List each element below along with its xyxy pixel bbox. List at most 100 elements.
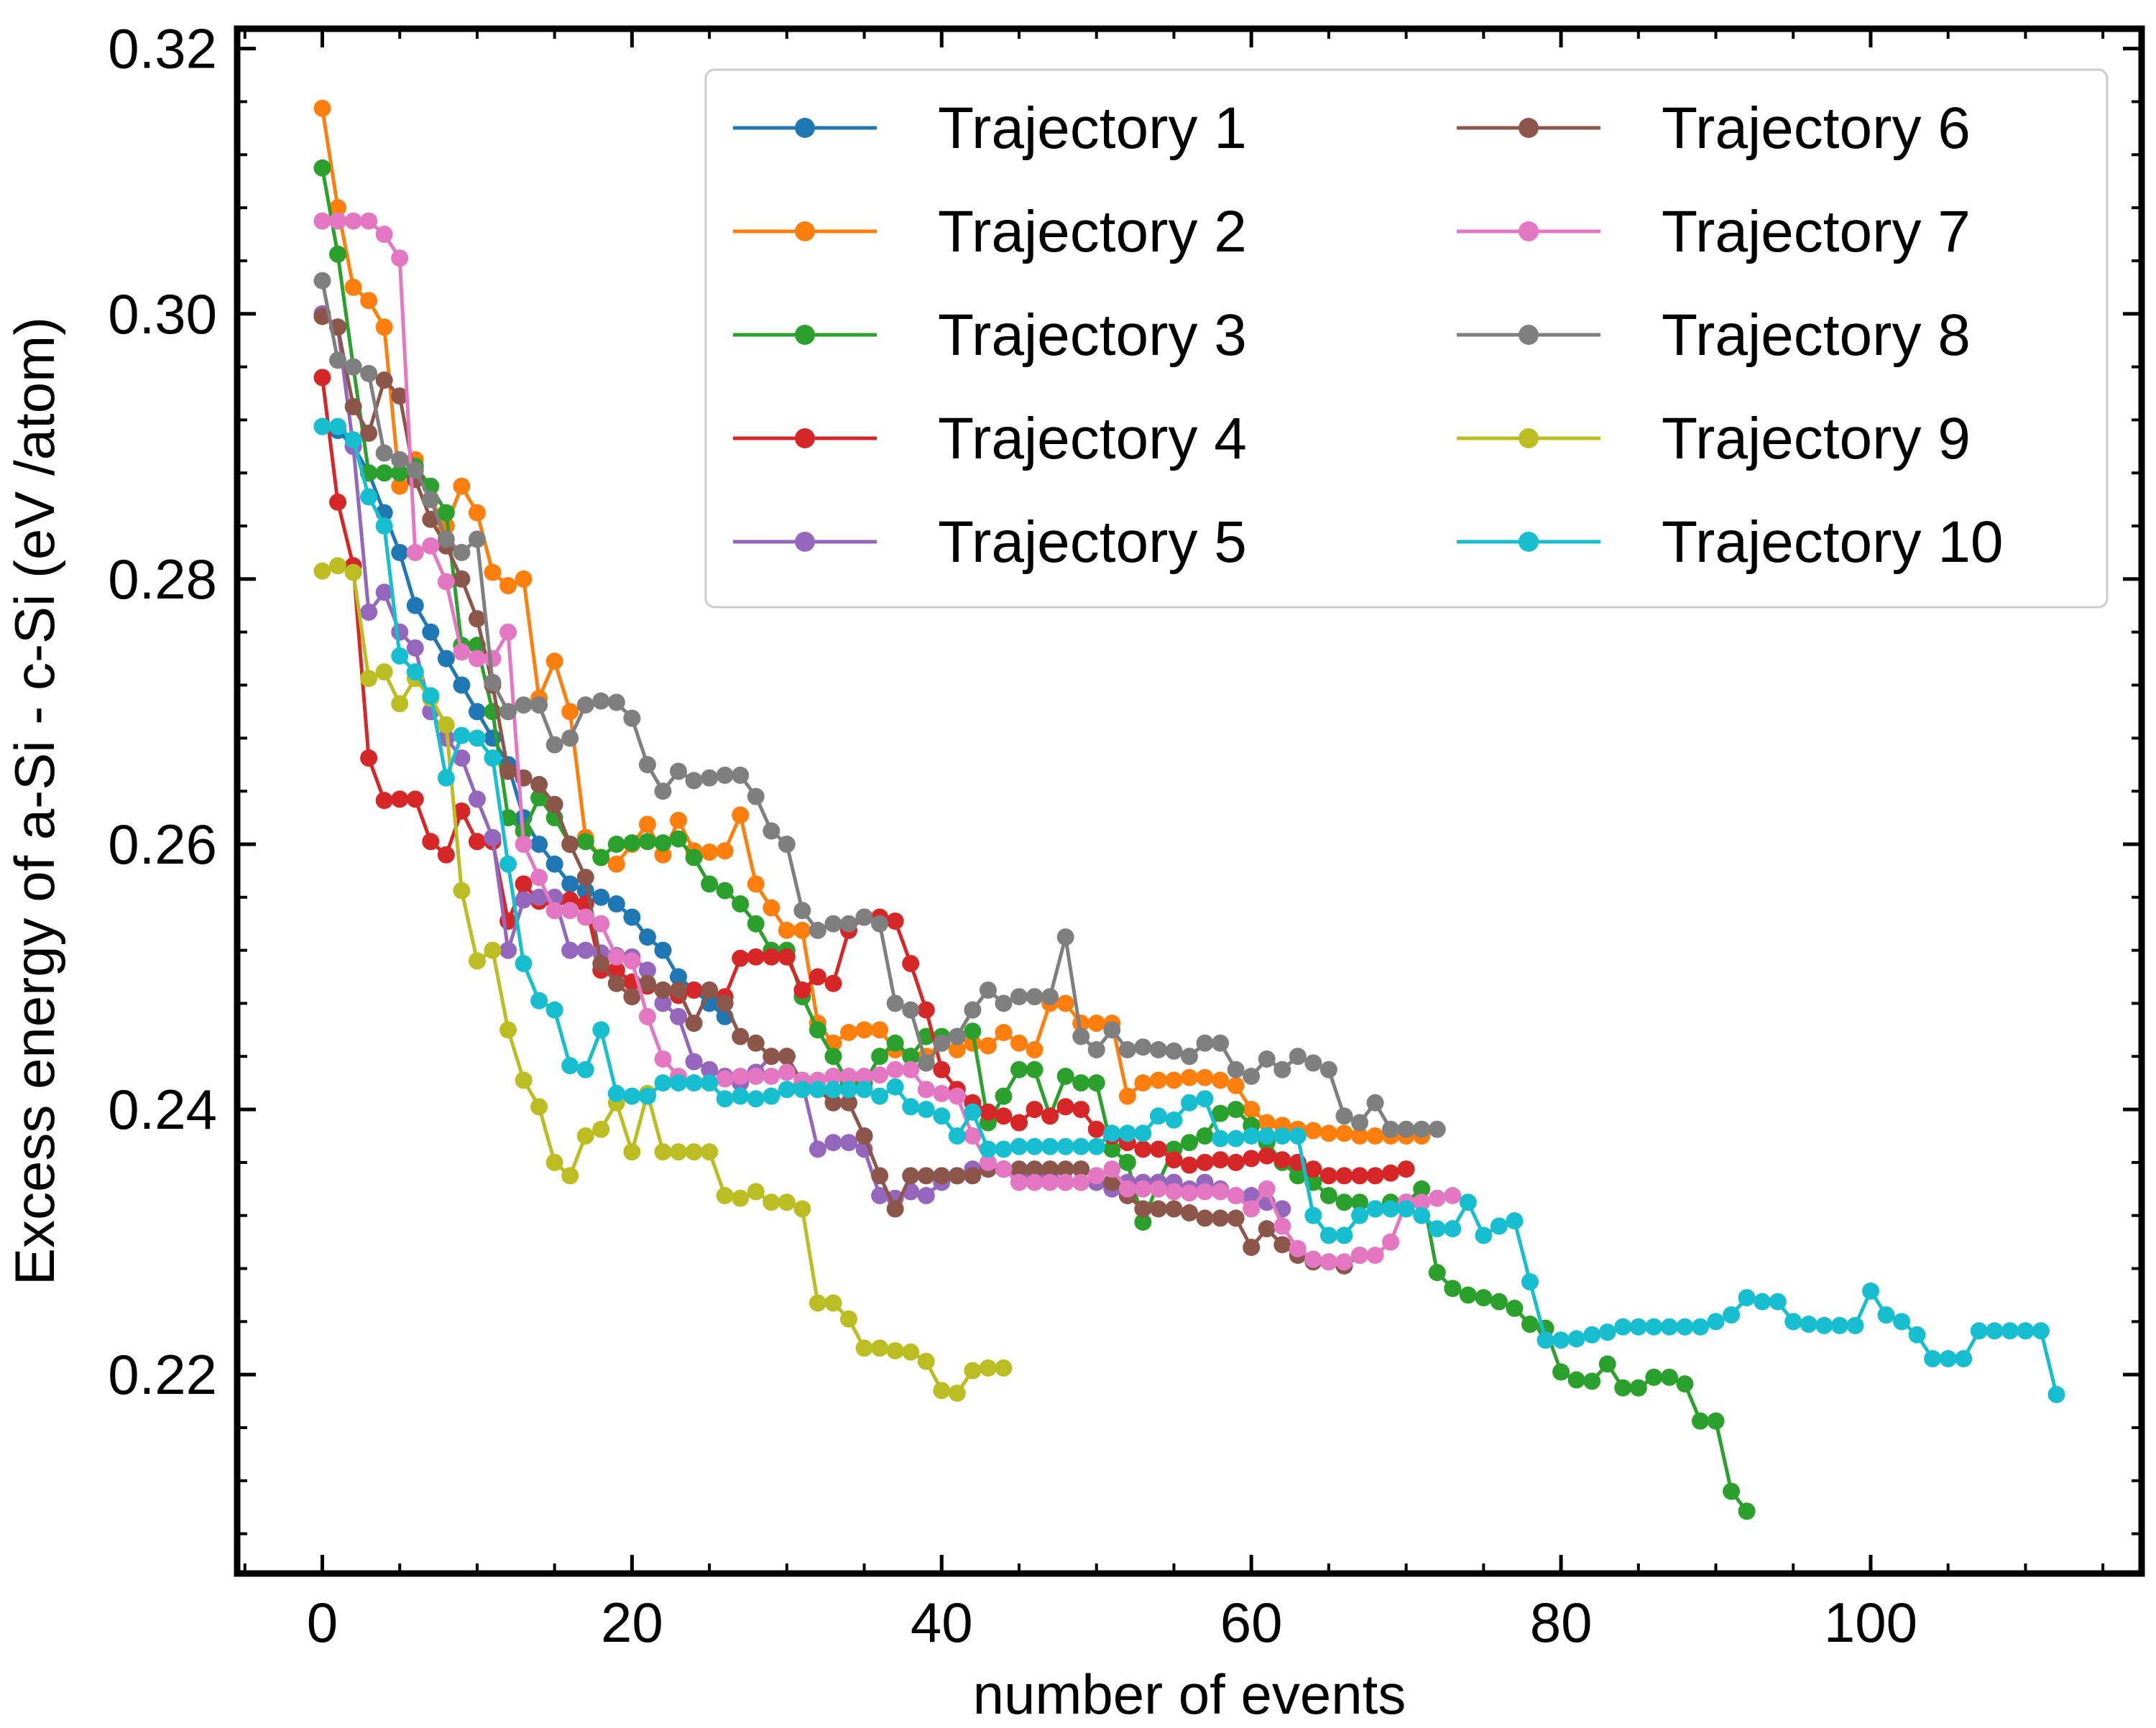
data-point	[670, 981, 688, 999]
x-tick-label: 100	[1824, 1591, 1917, 1654]
data-point	[1118, 1087, 1136, 1105]
data-point	[808, 1081, 826, 1099]
legend-item: Trajectory 2	[733, 199, 1247, 264]
data-point	[1366, 1200, 1384, 1218]
data-point	[979, 1140, 997, 1158]
legend-label: Trajectory 4	[938, 406, 1247, 471]
data-point	[1830, 1316, 1848, 1334]
x-tick-label: 20	[601, 1591, 663, 1654]
data-point	[1134, 1074, 1152, 1092]
data-point	[1010, 988, 1028, 1006]
data-point	[344, 563, 362, 581]
data-point	[607, 693, 625, 711]
data-point	[360, 212, 378, 230]
data-point	[468, 530, 486, 548]
data-point	[313, 417, 331, 435]
data-point	[360, 670, 378, 688]
data-point	[1149, 1041, 1167, 1059]
data-point	[948, 1127, 966, 1145]
data-point	[422, 833, 440, 851]
data-point	[1614, 1379, 1632, 1397]
data-point	[561, 875, 579, 893]
data-point	[979, 981, 997, 999]
data-point	[1227, 1101, 1245, 1119]
data-point	[1784, 1313, 1802, 1331]
data-point	[515, 570, 533, 588]
data-point	[561, 941, 579, 959]
data-point	[638, 1087, 656, 1105]
data-point	[886, 1034, 904, 1052]
data-point	[1846, 1316, 1864, 1334]
data-point	[453, 477, 471, 495]
data-point	[592, 888, 610, 906]
data-point	[406, 461, 424, 479]
data-point	[685, 1074, 703, 1092]
data-point	[654, 834, 672, 852]
data-point	[499, 855, 517, 873]
legend-item: Trajectory 5	[733, 509, 1247, 575]
data-point	[406, 639, 424, 657]
data-point	[1319, 1226, 1337, 1244]
data-point	[933, 1084, 951, 1102]
data-point	[1149, 1107, 1167, 1125]
data-point	[2001, 1322, 2019, 1340]
data-point	[1970, 1322, 1988, 1340]
data-point	[1350, 1247, 1368, 1265]
data-point	[1598, 1323, 1616, 1341]
data-point	[1118, 1153, 1136, 1171]
data-point	[747, 915, 765, 933]
data-point	[824, 1081, 842, 1099]
data-point	[701, 1074, 719, 1092]
data-point	[607, 974, 625, 992]
data-point	[344, 212, 362, 230]
data-point	[1382, 1120, 1400, 1138]
data-point	[902, 1048, 920, 1066]
data-point	[1908, 1326, 1926, 1344]
data-point	[329, 557, 347, 575]
y-tick-label: 0.32	[108, 17, 217, 80]
data-point	[654, 1074, 672, 1092]
data-point	[1072, 1101, 1090, 1119]
data-point	[344, 431, 362, 449]
data-point	[747, 1183, 765, 1201]
data-point	[499, 941, 517, 959]
data-point	[391, 695, 409, 713]
data-point	[1258, 1147, 1276, 1165]
data-point	[995, 1359, 1013, 1377]
data-point	[1815, 1316, 1833, 1334]
data-point	[638, 756, 656, 774]
data-point	[422, 537, 440, 555]
data-point	[1289, 1048, 1307, 1066]
data-point	[840, 1134, 858, 1152]
data-point	[871, 915, 889, 933]
data-point	[732, 949, 750, 967]
data-point	[1087, 1041, 1105, 1059]
data-point	[1676, 1375, 1694, 1393]
data-point	[1319, 1253, 1337, 1271]
data-point	[871, 1021, 889, 1039]
data-point	[824, 915, 842, 933]
legend-box	[704, 68, 2109, 609]
data-point	[1350, 1114, 1368, 1132]
data-point	[391, 647, 409, 665]
data-point	[468, 650, 486, 667]
plot-frame	[234, 25, 2145, 1577]
data-point	[576, 1127, 594, 1145]
data-point	[778, 1048, 796, 1066]
data-point	[1304, 1160, 1322, 1178]
data-point	[1691, 1412, 1709, 1430]
data-point	[484, 563, 502, 581]
legend-item: Trajectory 7	[1457, 199, 1971, 264]
data-point	[422, 687, 440, 705]
data-point	[1335, 1253, 1353, 1271]
data-point	[1258, 1220, 1276, 1238]
data-point	[1165, 1042, 1183, 1060]
data-point	[1010, 1137, 1028, 1155]
data-point	[1382, 1233, 1400, 1251]
data-point	[1614, 1318, 1632, 1336]
data-point	[623, 988, 641, 1006]
data-point	[902, 1167, 920, 1185]
data-point	[545, 1001, 563, 1019]
data-point	[313, 369, 331, 387]
data-point	[576, 833, 594, 851]
